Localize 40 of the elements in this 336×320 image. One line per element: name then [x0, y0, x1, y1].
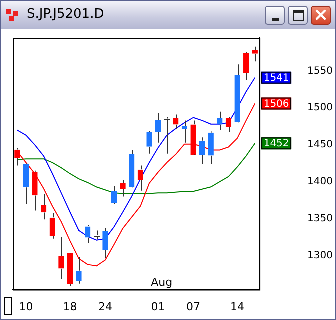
- candlestick: [234, 64, 240, 123]
- candlestick: [208, 131, 214, 165]
- candlestick: [32, 170, 38, 212]
- candlestick: [217, 111, 223, 131]
- candlestick: [94, 230, 101, 240]
- candlestick: [102, 228, 108, 259]
- candlestick: [173, 114, 179, 130]
- x-tick-label: 07: [186, 300, 201, 314]
- x-tick-label: 10: [19, 300, 34, 314]
- candlestick: [138, 165, 144, 192]
- y-tick-label: 1450: [308, 140, 333, 151]
- x-tick-label: 01: [151, 300, 166, 314]
- data-label: 1541: [264, 72, 290, 84]
- candlestick: [50, 212, 56, 240]
- annotation: Aug: [151, 276, 173, 290]
- candlestick: [190, 120, 196, 155]
- candlestick: [76, 256, 82, 284]
- x-tick-label: 24: [98, 300, 112, 314]
- y-tick-label: 1550: [308, 66, 333, 77]
- x-tick-label: 14: [230, 300, 245, 314]
- data-label: 1506: [264, 98, 290, 110]
- candlestick: [111, 186, 118, 205]
- y-tick-label: 1300: [308, 250, 333, 262]
- candlestick: [199, 137, 206, 165]
- candlestick: [155, 112, 162, 144]
- y-tick-label: 1350: [308, 214, 333, 225]
- candlestick: [252, 46, 258, 62]
- candlestick: [58, 236, 64, 280]
- candlestick: [146, 130, 152, 154]
- candlestick: [120, 180, 126, 198]
- candlestick: [164, 116, 171, 154]
- candlestick: [129, 150, 135, 188]
- x-tick-label: 18: [63, 300, 78, 314]
- chart-title: S.JP.J5201.D: [27, 7, 104, 22]
- y-tick-label: 1400: [308, 176, 333, 188]
- candlestick: [23, 164, 30, 205]
- data-label: 1452: [264, 138, 290, 150]
- candlestick: [85, 225, 91, 244]
- candlestick: [244, 52, 250, 81]
- y-tick-label: 1500: [308, 102, 333, 114]
